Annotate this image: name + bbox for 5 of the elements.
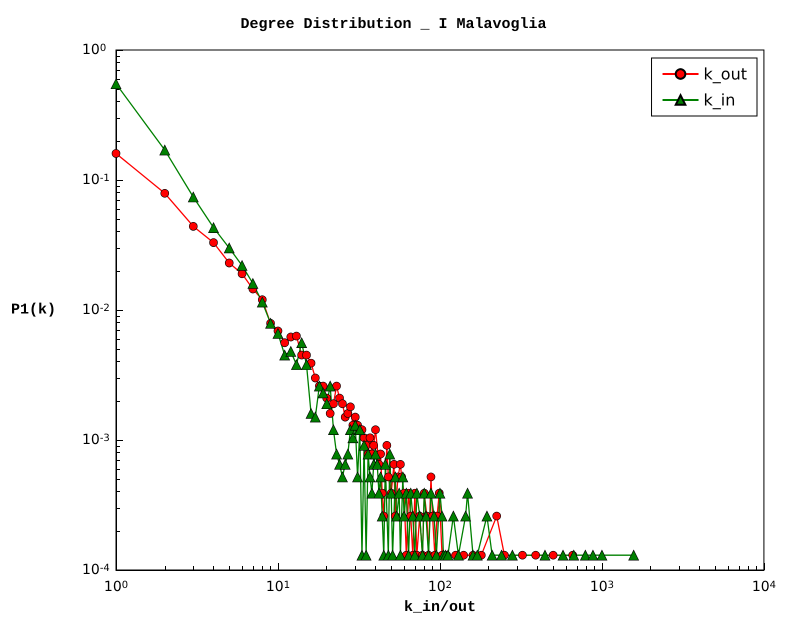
y-axis-title: P1(k) [10,302,56,318]
x-axis-title: k_in/out [404,599,476,616]
chart-title: Degree Distribution _ I Malavoglia [240,16,547,33]
legend-label: k_in [704,90,736,110]
legend-label: k_out [704,64,747,84]
